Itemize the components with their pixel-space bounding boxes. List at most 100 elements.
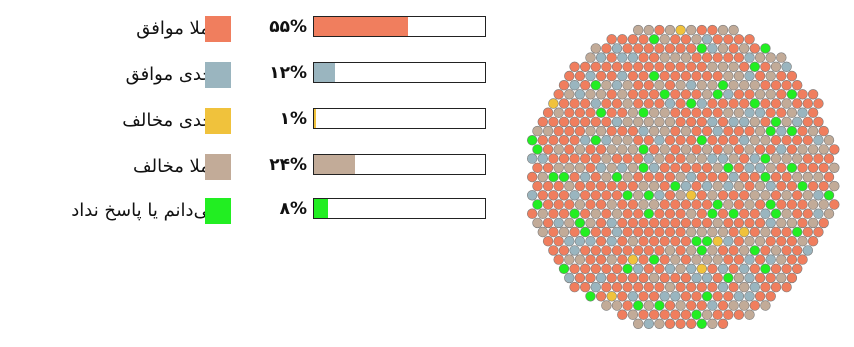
dot — [776, 272, 787, 284]
dot — [696, 226, 708, 238]
dot — [823, 134, 835, 146]
dot — [744, 89, 755, 100]
dot — [611, 300, 623, 311]
legend-swatch — [205, 154, 231, 180]
dot — [717, 134, 729, 146]
dot — [760, 190, 771, 201]
dot — [760, 153, 771, 164]
dot — [696, 318, 708, 329]
dot — [733, 180, 745, 192]
dot — [585, 70, 596, 82]
dot — [579, 153, 591, 164]
dot — [606, 125, 617, 137]
dot — [712, 89, 723, 100]
bar-track — [313, 62, 486, 83]
dot — [526, 190, 538, 201]
dot — [813, 171, 824, 183]
dot — [638, 199, 649, 210]
dot — [754, 254, 766, 265]
dot — [542, 144, 554, 155]
dot — [548, 245, 559, 256]
dot — [754, 199, 766, 210]
dot — [723, 144, 734, 155]
dot — [754, 144, 766, 155]
dot — [537, 208, 548, 219]
dot — [611, 226, 623, 238]
dot — [664, 24, 676, 36]
dot — [776, 180, 787, 192]
bar-row: ۱% — [245, 108, 490, 132]
dot — [601, 61, 612, 72]
dot — [654, 171, 665, 183]
dot — [553, 107, 564, 118]
dot — [680, 291, 692, 302]
dot — [643, 24, 655, 36]
dot — [739, 43, 750, 54]
dot — [579, 226, 591, 238]
dot — [760, 300, 771, 311]
dot — [627, 254, 639, 265]
dot — [643, 61, 655, 72]
dot — [749, 171, 761, 183]
dot — [744, 52, 755, 63]
dot — [712, 254, 723, 265]
dot — [548, 190, 559, 201]
dot — [638, 89, 649, 100]
dot — [733, 125, 745, 137]
dot — [680, 217, 692, 229]
dot — [654, 226, 665, 238]
dot — [579, 116, 591, 128]
dot — [659, 34, 670, 45]
dot — [781, 226, 792, 238]
dot — [579, 208, 591, 219]
dot — [765, 162, 776, 174]
dot — [802, 226, 813, 238]
dot — [701, 309, 713, 320]
dot — [786, 199, 798, 210]
dot — [680, 107, 692, 118]
dot — [717, 79, 729, 91]
dot — [553, 89, 564, 100]
dot — [717, 43, 729, 54]
dot — [632, 61, 644, 72]
dot — [749, 300, 761, 311]
dot — [691, 52, 702, 63]
dot — [590, 43, 602, 54]
dot — [823, 153, 835, 164]
dot — [670, 199, 681, 210]
dot — [770, 153, 782, 164]
dot — [733, 272, 745, 284]
dot — [659, 52, 670, 63]
dot — [781, 98, 792, 109]
legend-swatch — [205, 16, 231, 42]
dot — [770, 263, 782, 274]
dot — [590, 263, 602, 274]
dot — [627, 107, 639, 118]
dot — [691, 309, 702, 320]
dot — [564, 199, 575, 210]
dot — [776, 144, 787, 155]
dot — [564, 236, 575, 247]
dot — [643, 79, 655, 91]
dot — [770, 134, 782, 146]
dot — [807, 162, 819, 174]
dot — [691, 162, 702, 174]
dot — [797, 217, 808, 229]
dot — [807, 89, 819, 100]
dot — [569, 98, 580, 109]
dot — [601, 153, 612, 164]
dot — [659, 144, 670, 155]
dot — [813, 153, 824, 164]
dot — [542, 180, 554, 192]
dot — [739, 226, 750, 238]
dot — [776, 162, 787, 174]
dot — [797, 254, 808, 265]
dot — [537, 171, 548, 183]
dot — [723, 125, 734, 137]
dot — [569, 61, 580, 72]
dot — [760, 171, 771, 183]
dot — [595, 217, 607, 229]
dot — [638, 309, 649, 320]
dot — [680, 236, 692, 247]
dot — [728, 24, 739, 36]
